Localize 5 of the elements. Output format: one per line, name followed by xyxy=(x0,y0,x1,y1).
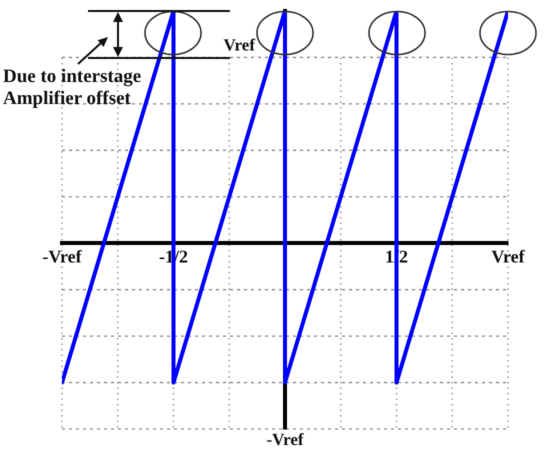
ref-line-label: Vref xyxy=(224,35,256,54)
x-tick-label: Vref xyxy=(491,246,526,267)
x-tick-label: -Vref xyxy=(42,246,83,267)
annotation: Due to interstage Amplifier offset xyxy=(3,66,142,110)
ref-line-label: -Vref xyxy=(266,430,304,449)
